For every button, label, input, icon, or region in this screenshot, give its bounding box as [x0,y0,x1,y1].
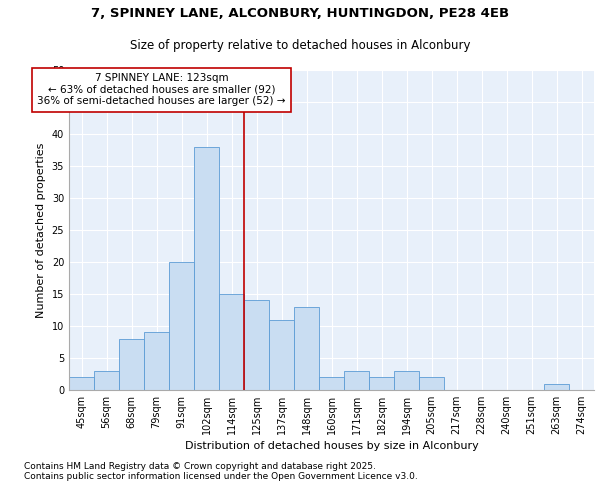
Bar [244,300,269,390]
Bar [94,371,119,390]
Bar [394,371,419,390]
Text: Size of property relative to detached houses in Alconbury: Size of property relative to detached ho… [130,38,470,52]
Bar [369,377,394,390]
Bar [194,147,219,390]
Text: 7 SPINNEY LANE: 123sqm
← 63% of detached houses are smaller (92)
36% of semi-det: 7 SPINNEY LANE: 123sqm ← 63% of detached… [37,73,286,106]
Text: Contains HM Land Registry data © Crown copyright and database right 2025.
Contai: Contains HM Land Registry data © Crown c… [24,462,418,481]
Bar [144,332,169,390]
Bar [119,339,144,390]
Bar [319,377,344,390]
Text: 7, SPINNEY LANE, ALCONBURY, HUNTINGDON, PE28 4EB: 7, SPINNEY LANE, ALCONBURY, HUNTINGDON, … [91,6,509,20]
Bar [544,384,569,390]
Bar [344,371,369,390]
Y-axis label: Number of detached properties: Number of detached properties [36,142,46,318]
Bar [269,320,294,390]
Bar [219,294,244,390]
Bar [69,377,94,390]
X-axis label: Distribution of detached houses by size in Alconbury: Distribution of detached houses by size … [185,441,478,451]
Bar [294,307,319,390]
Bar [419,377,444,390]
Bar [169,262,194,390]
